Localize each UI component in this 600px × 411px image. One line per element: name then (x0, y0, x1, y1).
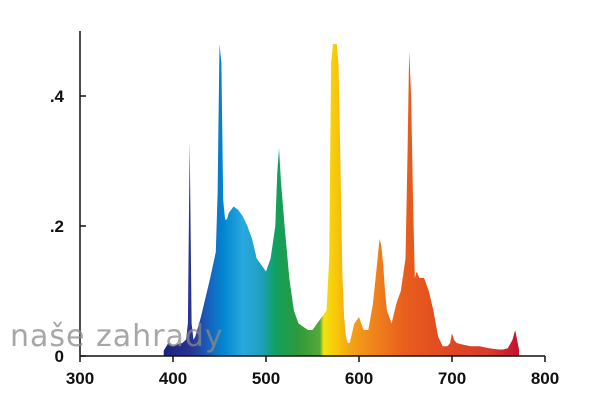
x-tick-label: 500 (252, 369, 280, 388)
spectrum-area (163, 44, 519, 356)
x-tick-label: 300 (66, 369, 94, 388)
y-tick-group: 0 .2 .4 (50, 87, 86, 366)
x-tick-label: 700 (438, 369, 466, 388)
spectrum-area-layer (163, 44, 519, 356)
watermark-text: naše zahrady (10, 319, 224, 354)
y-tick-label: 0 (55, 347, 64, 366)
y-tick-label: .2 (50, 217, 64, 236)
x-tick-label: 400 (159, 369, 187, 388)
x-tick-group: 300 400 500 600 700 800 (66, 356, 559, 388)
y-tick-label: .4 (50, 87, 65, 106)
x-tick-label: 600 (345, 369, 373, 388)
x-tick-label: 800 (531, 369, 559, 388)
